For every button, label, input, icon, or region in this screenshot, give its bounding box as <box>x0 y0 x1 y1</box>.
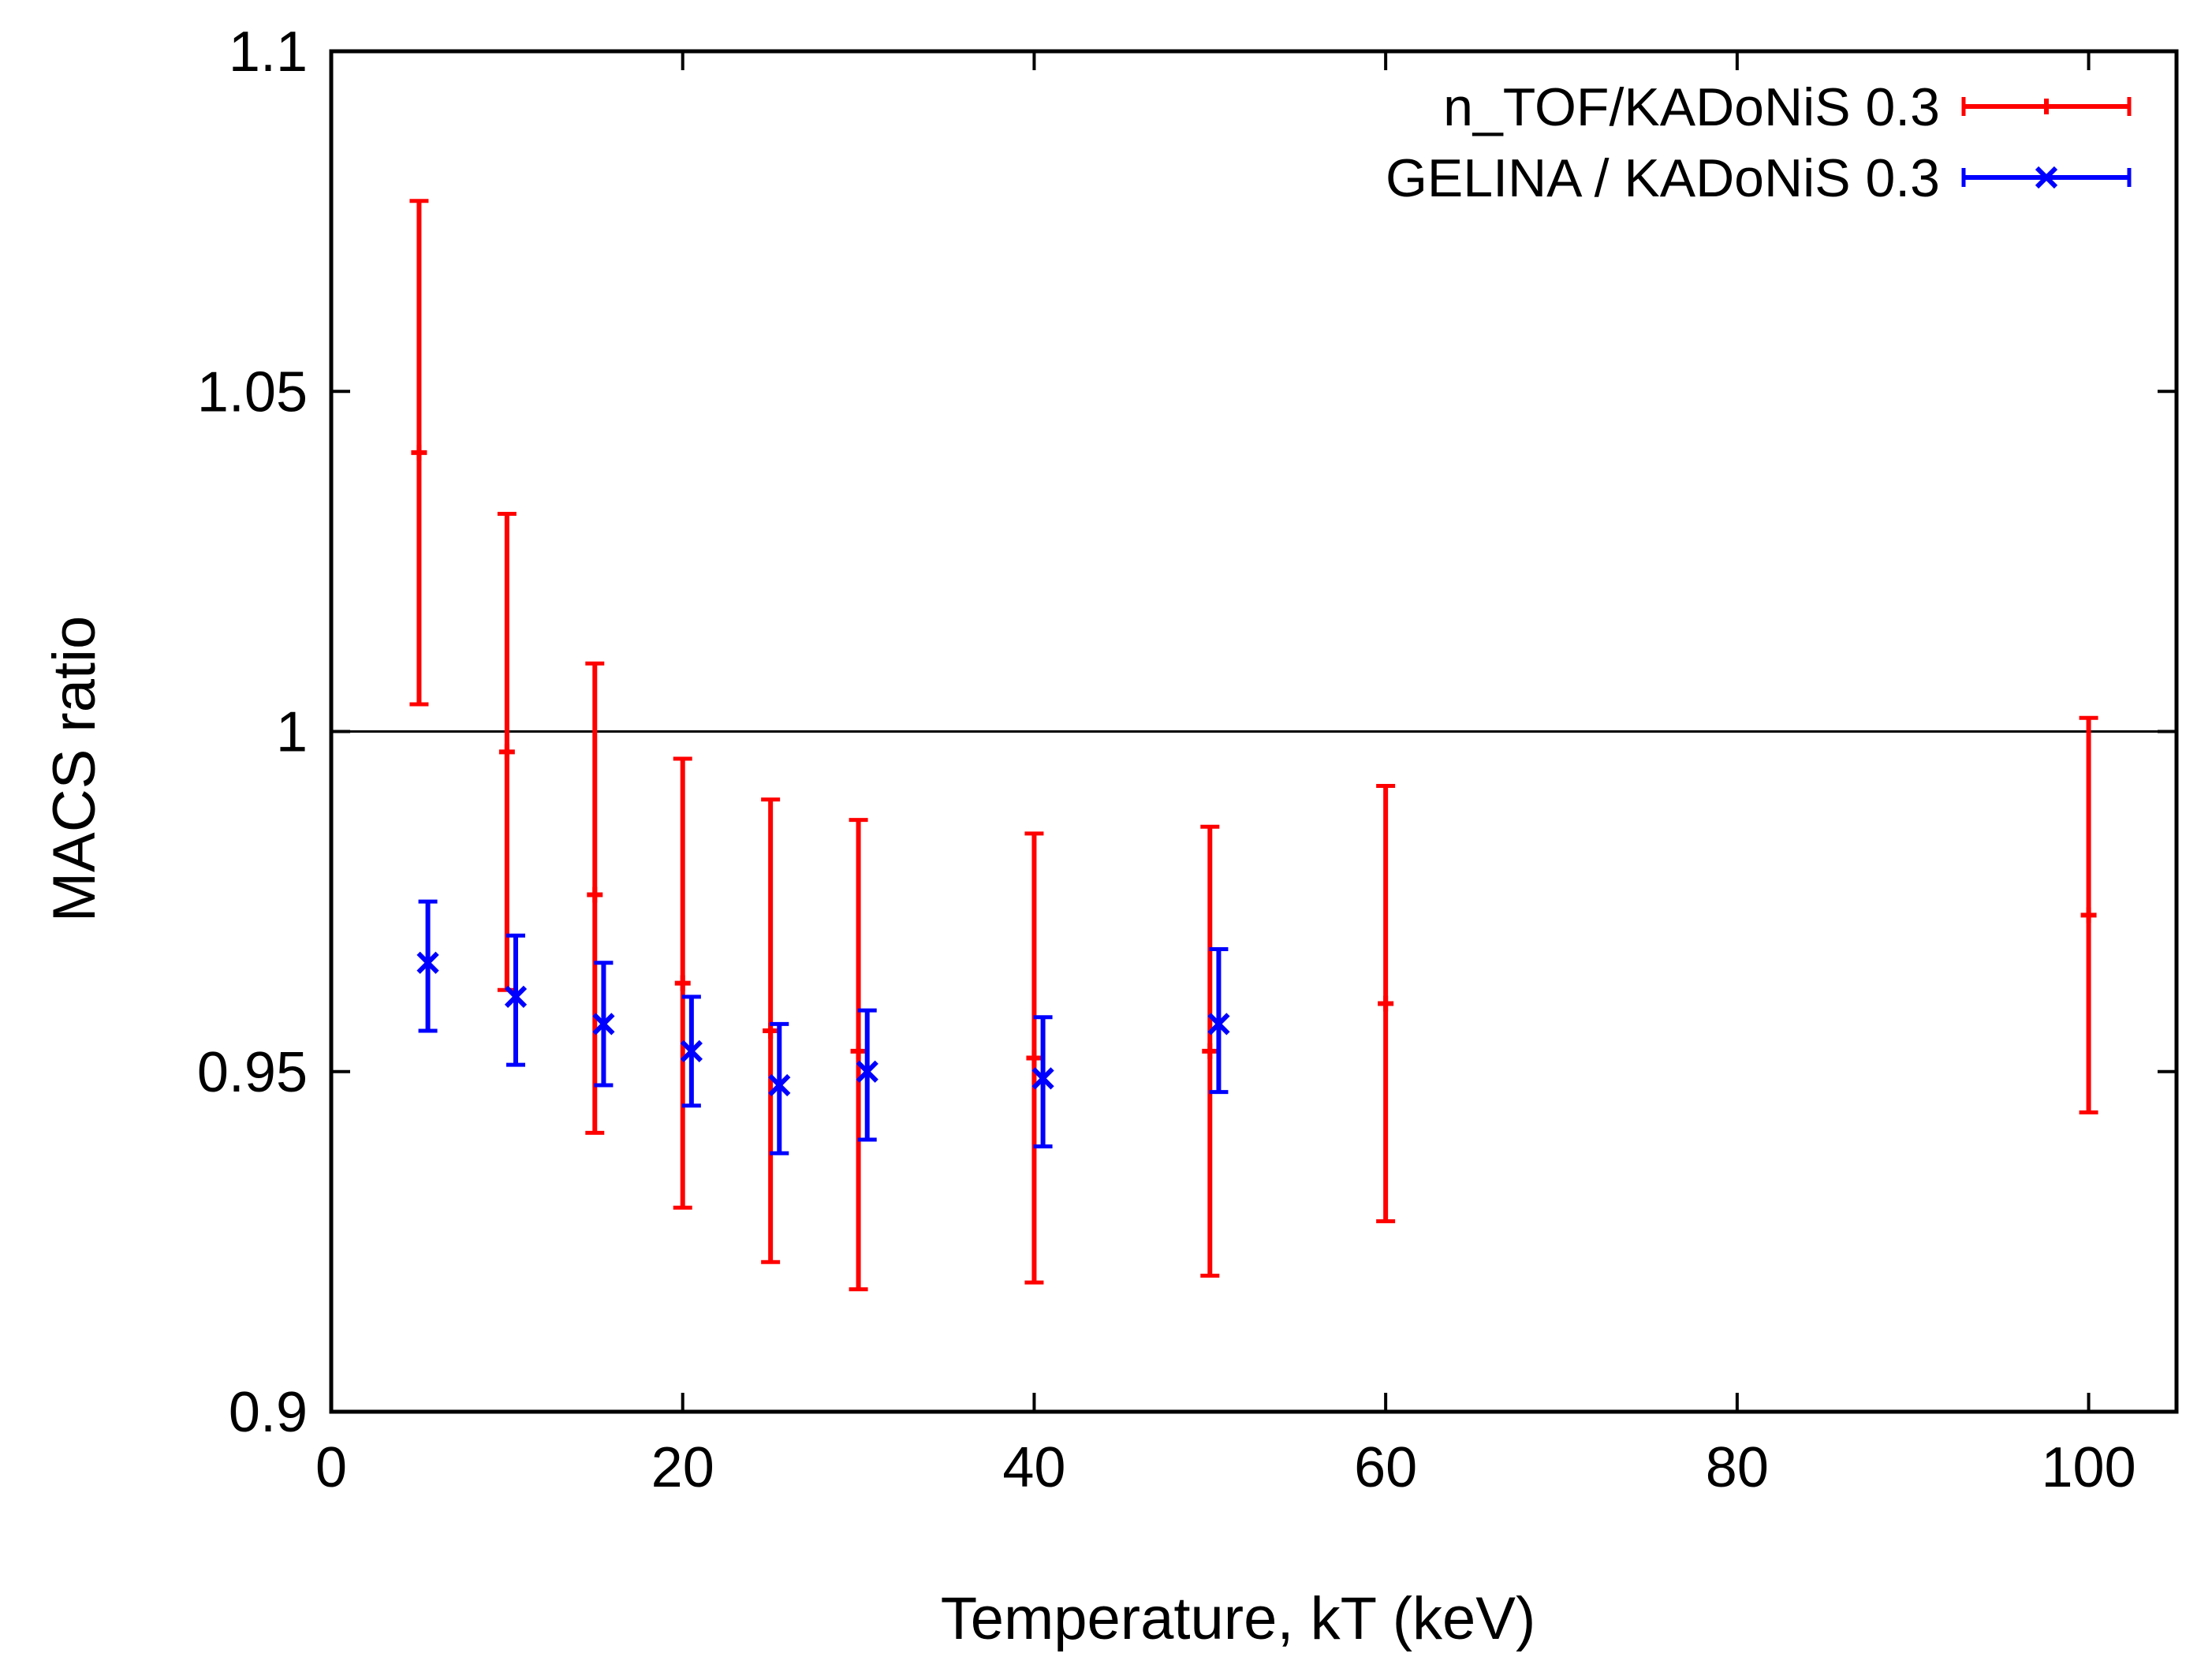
marker-d2 <box>1031 1067 1054 1090</box>
y-tick-label: 1 <box>276 701 308 764</box>
axes-layer: 0 20 40 60 80 100 0.9 0.95 1 1.05 1.1 <box>197 21 2179 1499</box>
data-point <box>2079 715 2098 1114</box>
y-tick-label: 1.1 <box>229 21 308 84</box>
x-axis-title: Temperature, kT (keV) <box>941 1585 1536 1652</box>
data-point <box>849 818 868 1292</box>
point-marker <box>504 985 528 1008</box>
marker-d2 <box>416 951 439 974</box>
data-point <box>1024 831 1044 1285</box>
x-tick-label: 80 <box>1706 1436 1769 1499</box>
x-tick-label: 40 <box>1002 1436 1065 1499</box>
point-marker <box>592 1013 615 1036</box>
y-tick-label: 0.9 <box>229 1381 308 1444</box>
series-gelina <box>416 899 1230 1155</box>
marker-d2 <box>680 1039 703 1062</box>
point-marker <box>674 975 691 991</box>
marker-d2 <box>504 985 528 1008</box>
y-tick-label: 0.95 <box>197 1041 308 1104</box>
x-tick-label: 60 <box>1354 1436 1417 1499</box>
data-point <box>497 512 517 992</box>
data-point <box>1031 1015 1054 1149</box>
data-point <box>409 199 429 707</box>
legend-label: GELINA / KADoNiS 0.3 <box>1386 148 1940 208</box>
marker-d2 <box>2035 166 2058 189</box>
x-tick-label: 0 <box>315 1436 347 1499</box>
legend-entry-gelina: GELINA / KADoNiS 0.3 <box>1386 148 2132 208</box>
point-marker <box>1202 1043 1218 1059</box>
point-marker <box>1207 1013 1230 1036</box>
data-point <box>504 933 528 1067</box>
data-point <box>1207 947 1230 1095</box>
y-axis-title: MACS ratio <box>41 616 108 923</box>
marker-d2 <box>592 1013 615 1036</box>
point-marker <box>2080 907 2097 924</box>
data-point <box>1376 784 1396 1223</box>
x-tick-label: 100 <box>2042 1436 2136 1499</box>
point-marker <box>768 1073 791 1097</box>
legend-marker <box>2039 99 2054 114</box>
legend-label: n_TOF/KADoNiS 0.3 <box>1443 77 1940 137</box>
marker-d2 <box>1207 1013 1230 1036</box>
legend: n_TOF/KADoNiS 0.3 GELINA / KADoNiS 0.3 <box>1386 77 2132 208</box>
point-marker <box>1031 1067 1054 1090</box>
marker-d2 <box>768 1073 791 1097</box>
data-point <box>680 995 703 1108</box>
point-marker <box>411 444 427 461</box>
point-marker <box>856 1060 878 1083</box>
point-marker <box>416 951 439 974</box>
point-marker <box>1026 1050 1043 1066</box>
series-ntof <box>409 199 2098 1292</box>
y-tick-label: 1.05 <box>197 360 308 424</box>
point-marker <box>680 1039 703 1062</box>
data-point <box>856 1008 878 1142</box>
data-point <box>768 1021 791 1155</box>
legend-entry-ntof: n_TOF/KADoNiS 0.3 <box>1443 77 2132 137</box>
point-marker <box>1378 995 1394 1012</box>
point-marker <box>850 1043 867 1059</box>
data-point <box>416 899 439 1033</box>
legend-marker <box>2035 166 2058 189</box>
point-marker <box>498 744 515 760</box>
series-layer <box>409 199 2098 1292</box>
x-tick-label: 20 <box>651 1436 714 1499</box>
data-point <box>673 756 692 1210</box>
data-point <box>592 961 615 1088</box>
marker-d2 <box>856 1060 878 1083</box>
data-point <box>585 661 605 1135</box>
data-point <box>1200 824 1220 1278</box>
point-marker <box>587 886 603 903</box>
